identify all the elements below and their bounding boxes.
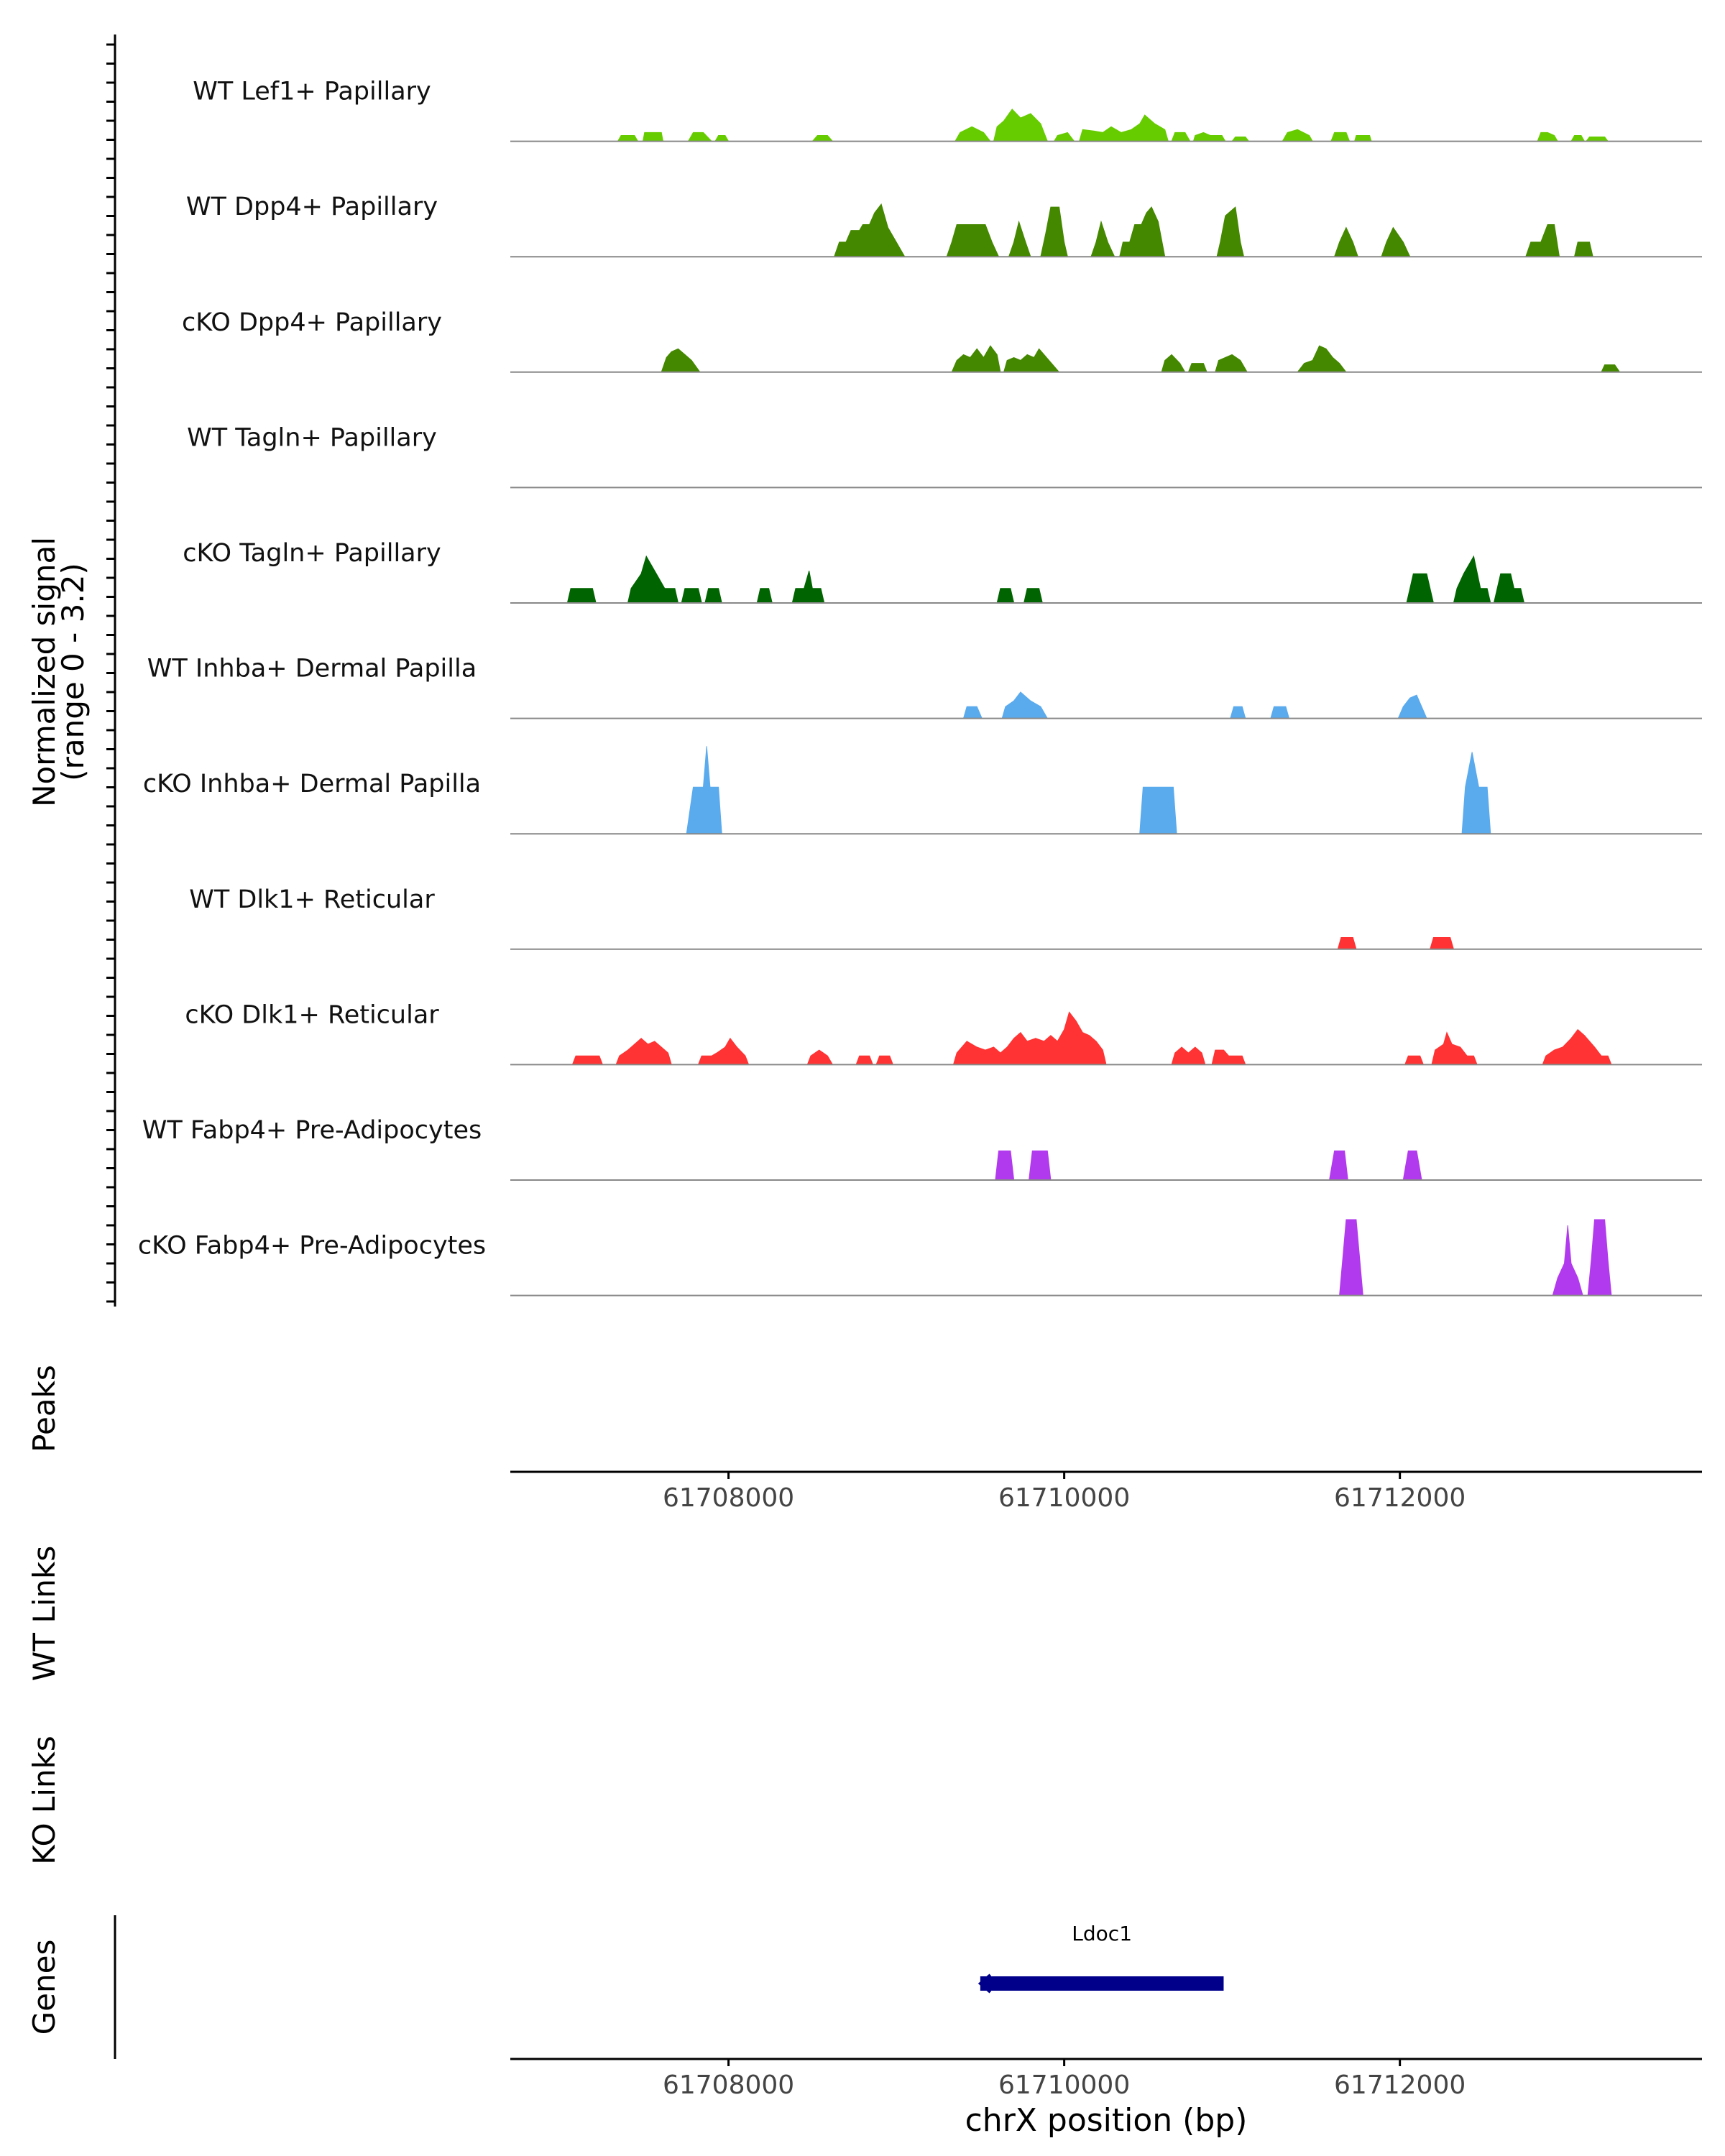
x-axis-tick-label: 61712000 [1334, 2070, 1466, 2100]
track-signal-area [571, 1011, 1612, 1065]
peaks-x-axis-ticks: 61708000 61710000 61712000 [663, 1472, 1466, 1513]
genes-track: Ldoc1 [978, 1922, 1224, 1994]
track-label: cKO Fabp4+ Pre-Adipocytes [138, 1232, 486, 1261]
track-signal-area [617, 109, 1609, 142]
track-2: cKO Dpp4+ Papillary [182, 308, 1702, 373]
track-0: WT Lef1+ Papillary [193, 78, 1702, 142]
y-axis-label: Normalized signal [27, 537, 62, 807]
track-signal-area [833, 203, 1593, 257]
track-label: WT Dpp4+ Papillary [186, 193, 438, 221]
y-axis-ticks [106, 43, 115, 1303]
track-10: cKO Fabp4+ Pre-Adipocytes [138, 1219, 1702, 1296]
track-label: cKO Inhba+ Dermal Papilla [143, 770, 481, 798]
gene-label: Ldoc1 [1072, 1922, 1132, 1945]
y-axis-label-range: (range 0 - 3.2) [55, 563, 91, 781]
genes-x-axis-ticks: 61708000 61710000 61712000 [663, 2059, 1466, 2100]
track-label: WT Dlk1+ Reticular [189, 885, 435, 914]
track-signal-area [1339, 1219, 1612, 1296]
track-label: cKO Dpp4+ Papillary [182, 308, 442, 337]
x-axis-tick-label: 61712000 [1334, 1483, 1466, 1513]
x-axis-tick-label: 61710000 [998, 2070, 1130, 2100]
track-label: WT Fabp4+ Pre-Adipocytes [142, 1116, 482, 1145]
x-axis-tick-label: 61708000 [663, 2070, 794, 2100]
track-label: cKO Tagln+ Papillary [183, 539, 441, 568]
track-label: WT Tagln+ Papillary [187, 423, 437, 452]
track-8: cKO Dlk1+ Reticular [185, 1000, 1702, 1066]
track-6: cKO Inhba+ Dermal Papilla [143, 746, 1702, 835]
track-signal-area [661, 345, 1621, 373]
x-axis-title: chrX position (bp) [965, 2102, 1248, 2139]
peaks-label: Peaks [27, 1365, 62, 1452]
x-axis-tick-label: 61710000 [998, 1483, 1130, 1513]
track-label: WT Lef1+ Papillary [193, 78, 431, 106]
track-4: cKO Tagln+ Papillary [183, 539, 1702, 604]
track-signal-area [1337, 937, 1455, 950]
track-3: WT Tagln+ Papillary [187, 423, 1702, 489]
gene-strand-arrow-icon [978, 1973, 992, 1994]
ko-links-label: KO Links [27, 1736, 62, 1865]
track-label: WT Inhba+ Dermal Papilla [147, 655, 477, 683]
wt-links-label: WT Links [27, 1546, 62, 1681]
coverage-tracks: WT Lef1+ Papillary WT Dpp4+ Papillary cKO … [138, 78, 1702, 1296]
track-label: cKO Dlk1+ Reticular [185, 1000, 439, 1029]
track-signal-area [566, 555, 1525, 604]
track-1: WT Dpp4+ Papillary [186, 193, 1702, 258]
track-signal-area [995, 1150, 1422, 1181]
track-signal-area [962, 691, 1427, 719]
track-7: WT Dlk1+ Reticular [189, 885, 1702, 950]
track-9: WT Fabp4+ Pre-Adipocytes [142, 1116, 1702, 1181]
genes-label: Genes [27, 1940, 62, 2035]
track-signal-area [686, 746, 1491, 834]
x-axis-tick-label: 61708000 [663, 1483, 794, 1513]
track-5: WT Inhba+ Dermal Papilla [147, 655, 1702, 719]
gene-body [980, 1976, 1224, 1991]
